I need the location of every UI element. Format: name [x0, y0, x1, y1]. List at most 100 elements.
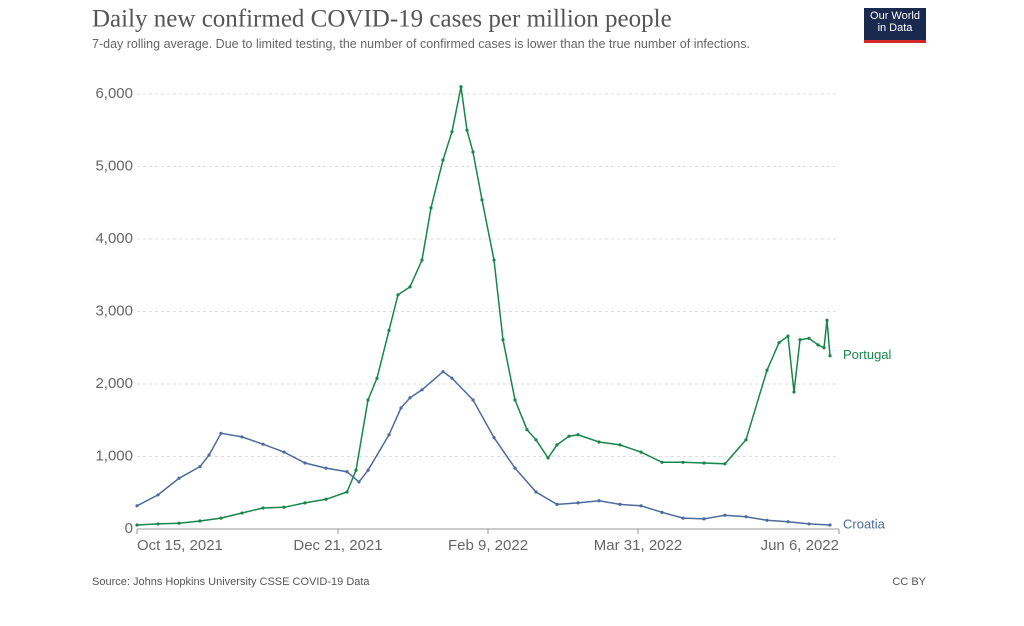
data-point — [723, 462, 727, 466]
data-point — [798, 338, 802, 342]
data-point — [807, 336, 811, 340]
data-point — [207, 453, 211, 457]
data-point — [765, 368, 769, 372]
x-tick-label: Dec 21, 2021 — [293, 537, 382, 554]
data-point — [408, 396, 412, 400]
data-point — [420, 388, 424, 392]
y-tick-label: 5,000 — [95, 157, 133, 174]
data-point — [681, 460, 685, 464]
data-point — [576, 433, 580, 437]
data-point — [480, 198, 484, 202]
data-point — [345, 470, 349, 474]
data-point — [501, 338, 505, 342]
x-tick-label: Mar 31, 2022 — [594, 537, 682, 554]
data-point — [576, 501, 580, 505]
data-point — [513, 398, 517, 402]
y-tick-label: 1,000 — [95, 447, 133, 464]
data-point — [441, 370, 445, 374]
data-point — [198, 519, 202, 523]
data-point — [555, 443, 559, 447]
data-point — [765, 518, 769, 522]
data-point — [744, 438, 748, 442]
data-point — [702, 461, 706, 465]
subtitle-box: 7-day rolling average. Due to limited te… — [92, 37, 750, 51]
series-label: Portugal — [843, 347, 892, 362]
data-point — [324, 497, 328, 501]
data-point — [219, 431, 223, 435]
data-point — [597, 499, 601, 503]
data-point — [513, 466, 517, 470]
logo-stripe — [864, 40, 926, 43]
series-label: Croatia — [843, 516, 886, 531]
data-point — [375, 376, 379, 380]
data-point — [156, 493, 160, 497]
data-point — [465, 128, 469, 132]
data-point — [135, 504, 139, 508]
data-point — [534, 438, 538, 442]
data-point — [261, 506, 265, 510]
data-point — [282, 505, 286, 509]
data-point — [408, 285, 412, 289]
data-point — [639, 504, 643, 508]
chart-subtitle: 7-day rolling average. Due to limited te… — [92, 37, 750, 51]
chart-title: Daily new confirmed COVID-19 cases per m… — [92, 6, 672, 33]
data-point — [420, 258, 424, 262]
series-line — [136, 370, 831, 526]
series-line — [136, 86, 831, 526]
data-point — [366, 468, 370, 472]
data-point — [825, 318, 829, 322]
logo-box — [864, 8, 926, 43]
data-point — [441, 158, 445, 162]
data-point — [282, 450, 286, 454]
data-point — [471, 150, 475, 154]
data-point — [534, 490, 538, 494]
x-tick-label: Oct 15, 2021 — [137, 537, 223, 554]
data-point — [822, 346, 826, 350]
x-tick-label: Feb 9, 2022 — [448, 537, 528, 554]
data-point — [429, 206, 433, 210]
data-point — [492, 258, 496, 262]
data-point — [681, 516, 685, 520]
data-point — [786, 334, 790, 338]
data-point — [618, 443, 622, 447]
y-tick-label: 2,000 — [95, 375, 133, 392]
data-point — [366, 398, 370, 402]
data-point — [450, 376, 454, 380]
data-point — [177, 476, 181, 480]
data-point — [354, 468, 358, 472]
data-point — [777, 341, 781, 345]
logo-text-box: Our World in Data — [870, 10, 920, 34]
data-point — [324, 466, 328, 470]
data-point — [597, 440, 601, 444]
x-tick-label: Jun 6, 2022 — [761, 537, 839, 554]
data-point — [786, 520, 790, 524]
data-point — [618, 502, 622, 506]
data-point — [357, 480, 361, 484]
data-point — [219, 516, 223, 520]
data-point — [660, 460, 664, 464]
data-point — [387, 328, 391, 332]
data-point — [828, 523, 832, 527]
data-point — [744, 515, 748, 519]
data-point — [399, 406, 403, 410]
plot-area: 0 1,000 2,000 3,000 4,000 5,000 6,000 Oct 15, 2… — [95, 85, 891, 554]
data-point — [396, 293, 400, 297]
data-point — [816, 343, 820, 347]
y-tick-label: 3,000 — [95, 302, 133, 319]
data-point — [828, 354, 832, 358]
data-point — [567, 434, 571, 438]
source: Source: Johns Hopkins University CSSE CO… — [92, 576, 370, 588]
data-point — [555, 502, 559, 506]
logo: Our World in Data — [870, 10, 920, 34]
data-point — [792, 390, 796, 394]
data-point — [303, 461, 307, 465]
data-point — [702, 517, 706, 521]
data-point — [240, 435, 244, 439]
data-point — [546, 456, 550, 460]
data-point — [387, 433, 391, 437]
y-tick-label: 4,000 — [95, 230, 133, 247]
data-point — [723, 513, 727, 517]
data-point — [135, 523, 139, 527]
data-point — [261, 442, 265, 446]
